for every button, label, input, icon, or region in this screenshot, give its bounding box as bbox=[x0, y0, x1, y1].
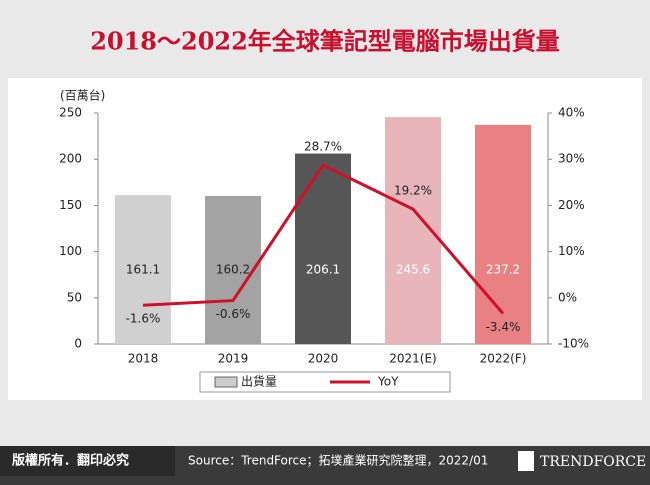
bar bbox=[295, 153, 351, 344]
bar-value-label: 237.2 bbox=[486, 263, 520, 277]
y2-tick-label: 20% bbox=[558, 198, 585, 212]
y2-tick-label: 10% bbox=[558, 244, 585, 258]
line-value-label: -3.4% bbox=[486, 320, 521, 334]
y-tick-label: 200 bbox=[59, 152, 82, 166]
source: Source：TrendForce；拓墣產業研究院整理，2022/01 bbox=[188, 453, 488, 468]
y2-tick-label: 30% bbox=[558, 152, 585, 166]
bar-value-label: 206.1 bbox=[306, 263, 340, 277]
x-tick-label: 2019 bbox=[218, 352, 249, 366]
x-tick-label: 2018 bbox=[128, 352, 159, 366]
line-value-label: 19.2% bbox=[394, 184, 432, 198]
legend-label: YoY bbox=[377, 375, 399, 389]
y-tick-label: 100 bbox=[59, 244, 82, 258]
legend-label: 出貨量 bbox=[241, 374, 277, 389]
chart-title: 2018～2022年全球筆記型電腦市場出貨量 bbox=[90, 27, 560, 56]
y-tick-label: 250 bbox=[59, 106, 82, 120]
y-tick-label: 50 bbox=[67, 290, 82, 304]
bar bbox=[115, 195, 171, 344]
footer-left bbox=[0, 446, 175, 476]
yoy-line bbox=[142, 163, 505, 315]
x-tick-label: 2021(E) bbox=[389, 352, 436, 366]
y-tick-label: 0 bbox=[74, 337, 82, 351]
line-value-label: 28.7% bbox=[304, 140, 342, 154]
bar bbox=[475, 124, 531, 344]
x-tick-label: 2022(F) bbox=[480, 352, 527, 366]
logo: TRENDFORCE bbox=[540, 454, 646, 470]
bar-value-label: 160.2 bbox=[216, 263, 250, 277]
legend-swatch bbox=[214, 376, 238, 388]
y2-tick-label: 0% bbox=[558, 290, 577, 304]
line-value-label: -1.6% bbox=[126, 312, 161, 326]
legend bbox=[199, 371, 451, 393]
copyright: 版權所有．翻印必究 bbox=[12, 453, 129, 469]
bar-value-label: 161.1 bbox=[126, 263, 160, 277]
logo-icon bbox=[518, 451, 534, 471]
line-value-label: -0.6% bbox=[216, 307, 251, 321]
bar-value-label: 245.6 bbox=[396, 263, 430, 277]
y-tick-label: 150 bbox=[59, 198, 82, 212]
y-axis-label: (百萬台) bbox=[60, 88, 105, 103]
y2-tick-label: -10% bbox=[558, 337, 589, 351]
x-tick-label: 2020 bbox=[308, 352, 339, 366]
y2-tick-label: 40% bbox=[558, 106, 585, 120]
